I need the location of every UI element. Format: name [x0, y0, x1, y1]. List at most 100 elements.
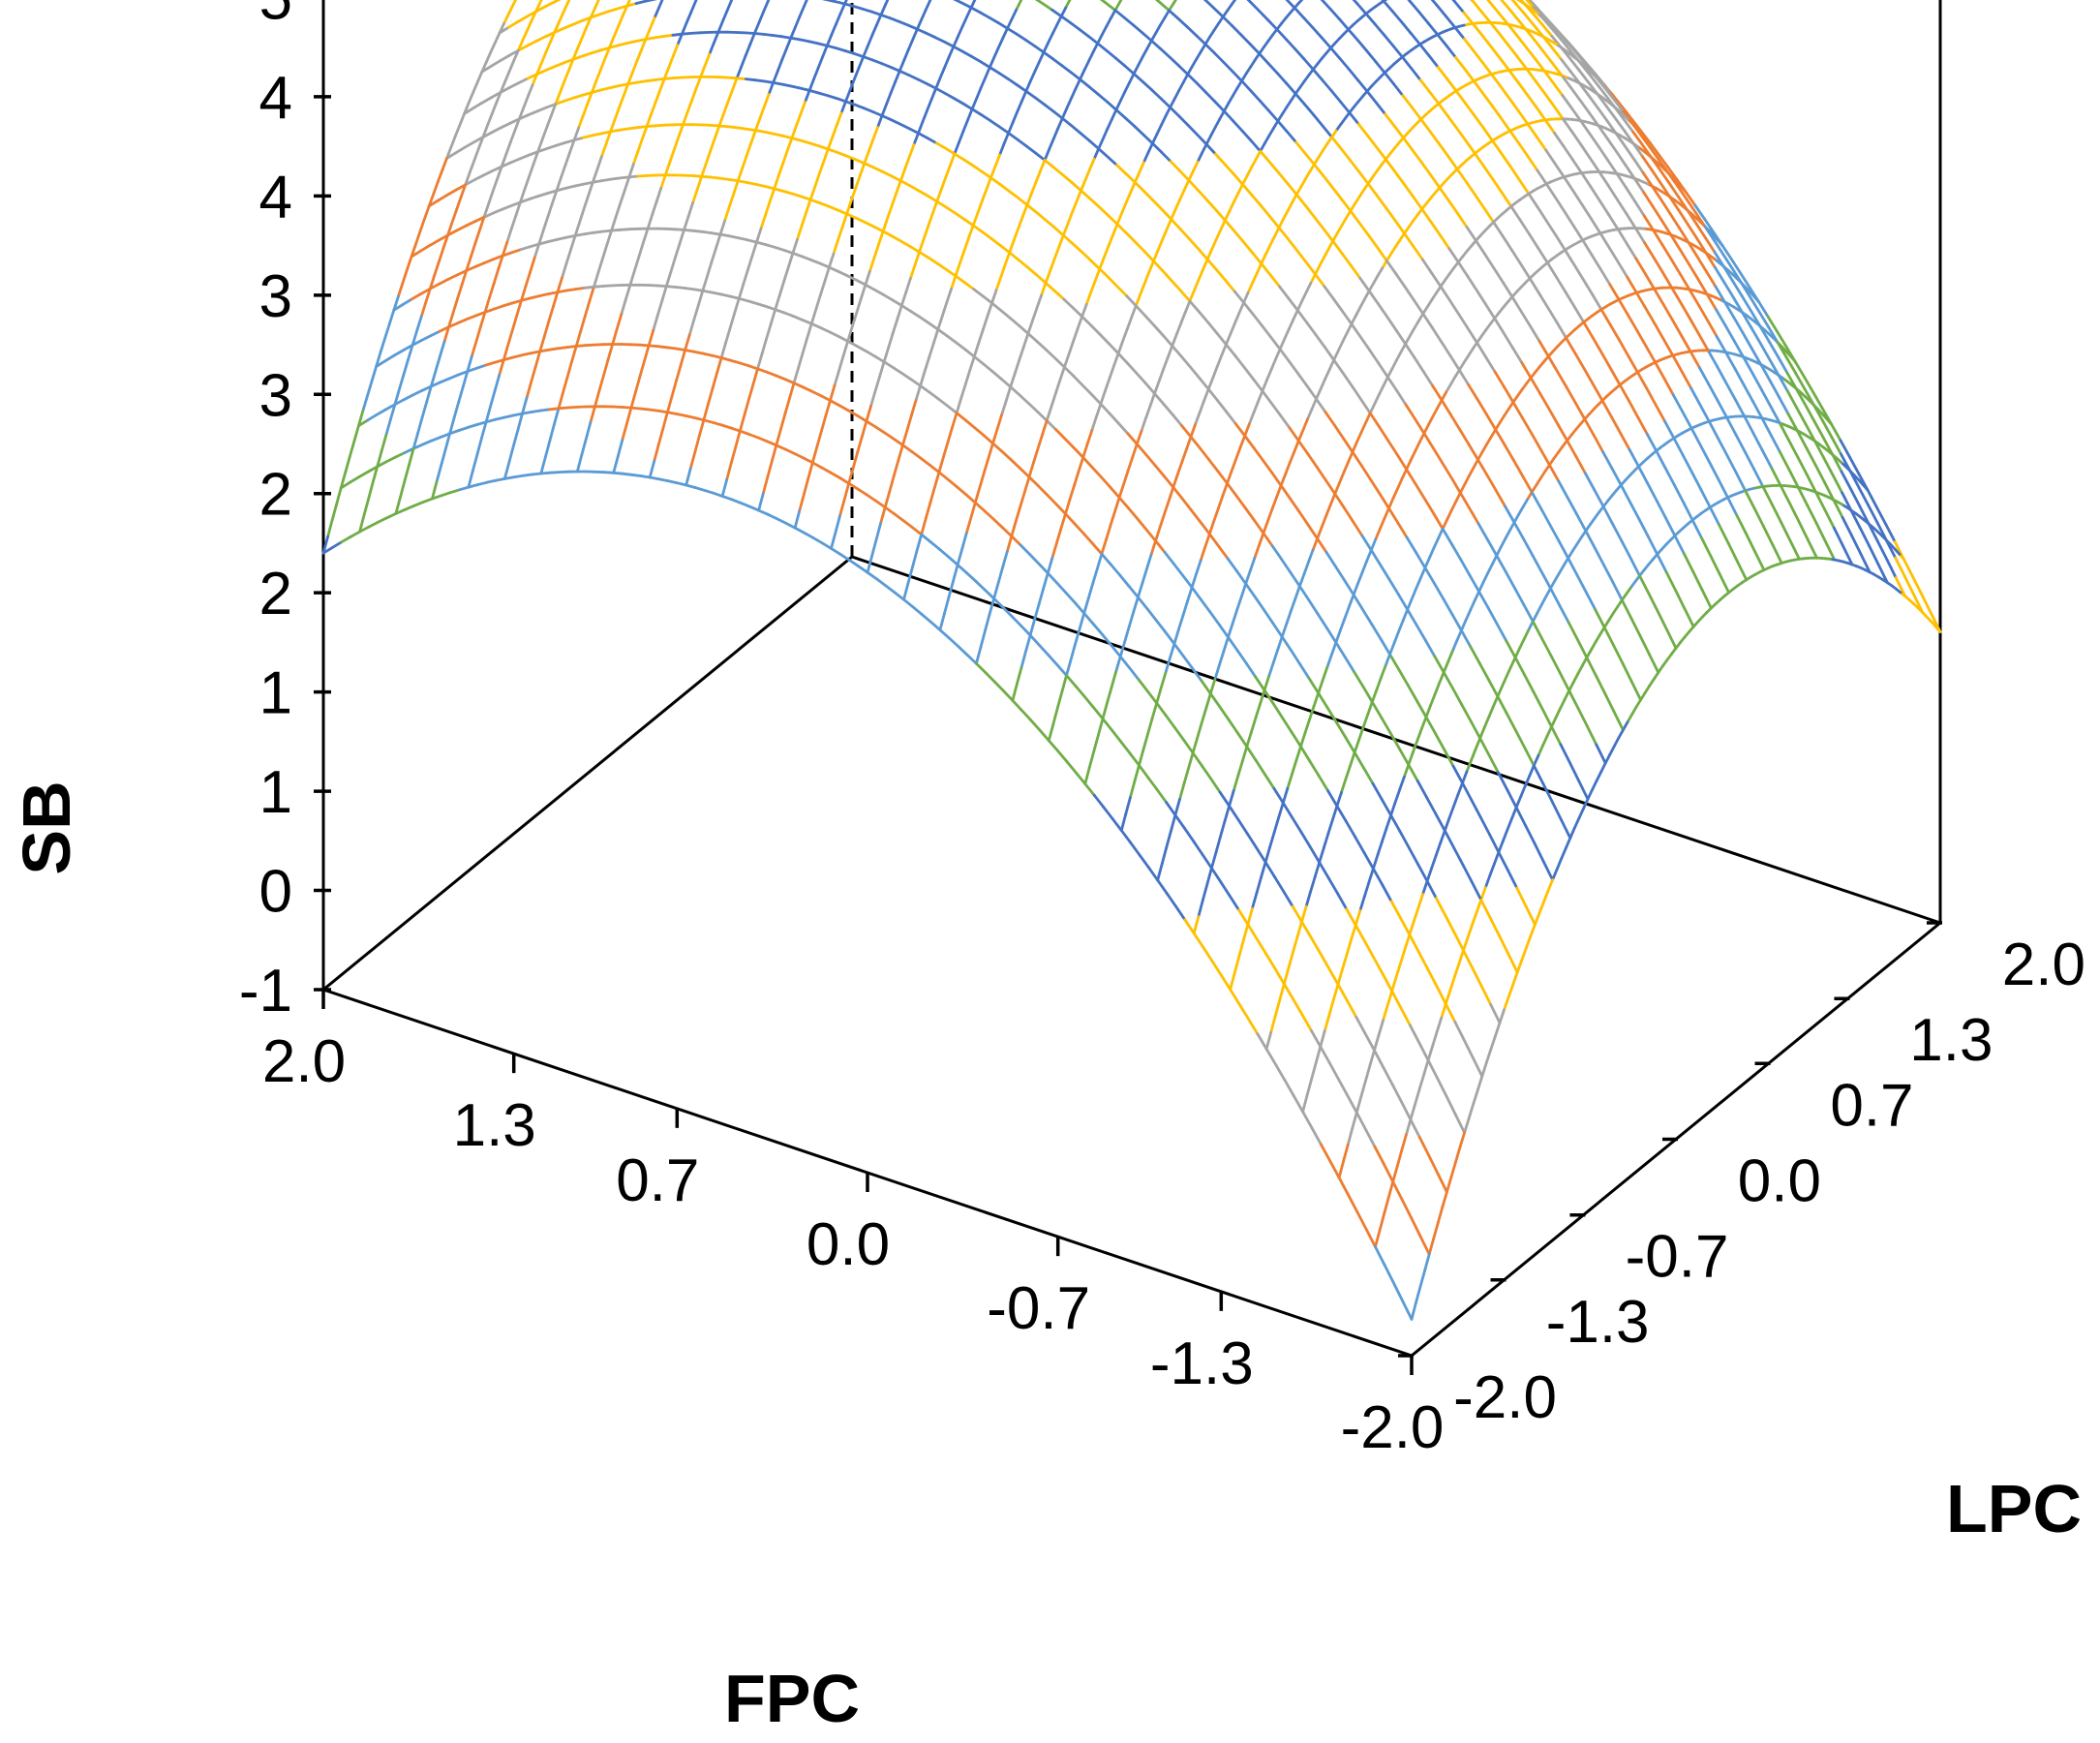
surface-mesh-segment — [749, 129, 757, 144]
surface-mesh-segment — [764, 199, 772, 217]
surface-mesh-segment — [979, 60, 991, 69]
surface-mesh-segment — [737, 236, 749, 242]
surface-mesh-segment — [1498, 56, 1511, 72]
surface-mesh-segment — [727, 192, 736, 209]
surface-mesh-segment — [1568, 57, 1581, 72]
surface-mesh-segment — [839, 100, 847, 115]
surface-mesh-segment — [544, 439, 552, 459]
surface-mesh-segment — [447, 311, 455, 329]
surface-mesh-segment — [870, 58, 883, 65]
surface-mesh-segment — [672, 76, 685, 79]
surface-mesh-segment — [537, 292, 550, 298]
surface-mesh-segment — [1794, 371, 1807, 391]
surface-mesh-segment — [1822, 456, 1835, 477]
surface-mesh-segment — [537, 240, 550, 246]
surface-mesh-segment — [438, 277, 450, 286]
surface-mesh-segment — [1624, 163, 1636, 180]
surface-mesh-segment — [1407, 0, 1413, 4]
surface-mesh-segment — [411, 291, 423, 301]
surface-mesh-segment — [1616, 228, 1628, 246]
surface-mesh-segment — [645, 78, 657, 83]
surface-mesh-segment — [536, 138, 544, 154]
surface-mesh-segment — [1384, 112, 1396, 128]
surface-mesh-segment — [725, 0, 733, 13]
surface-mesh-segment — [1623, 144, 1636, 161]
surface-mesh-segment — [997, 71, 1010, 80]
surface-mesh-segment — [1491, 138, 1504, 156]
surface-mesh-segment — [714, 124, 721, 140]
surface-mesh-segment — [356, 409, 365, 428]
surface-mesh-segment — [1596, 106, 1608, 122]
surface-mesh-segment — [885, 91, 893, 106]
surface-mesh-segment — [745, 77, 757, 82]
surface-mesh-segment — [1479, 10, 1492, 24]
surface-mesh-segment — [483, 296, 491, 314]
surface-mesh-segment — [1418, 78, 1431, 94]
surface-mesh-segment — [1589, 157, 1601, 173]
surface-mesh-segment — [1766, 315, 1779, 333]
surface-mesh-segment — [1222, 60, 1234, 74]
surface-mesh-segment — [1750, 347, 1763, 366]
surface-mesh-segment — [1428, 90, 1441, 106]
surface-mesh-segment — [1518, 178, 1531, 196]
surface-mesh-segment — [521, 411, 533, 415]
surface-mesh-segment — [1543, 92, 1556, 107]
surface-mesh-segment — [844, 88, 852, 104]
surface-mesh-segment — [1649, 155, 1662, 172]
surface-mesh-segment — [916, 17, 924, 31]
surface-mesh-segment — [1464, 138, 1476, 155]
surface-mesh-segment — [540, 126, 549, 141]
surface-mesh-segment — [411, 443, 424, 450]
surface-mesh-segment — [609, 118, 617, 134]
surface-mesh-segment — [790, 137, 803, 142]
surface-mesh-segment — [593, 285, 605, 289]
surface-mesh-segment — [464, 170, 472, 187]
surface-mesh-segment — [1321, 78, 1333, 92]
surface-mesh-segment — [534, 35, 547, 43]
surface-mesh-segment — [548, 407, 561, 412]
surface-mesh-segment — [844, 100, 857, 107]
surface-mesh-segment — [1667, 171, 1680, 188]
surface-mesh-segment — [717, 112, 725, 128]
surface-mesh-segment — [474, 363, 487, 370]
surface-mesh-segment — [527, 83, 534, 98]
surface-mesh-segment — [641, 125, 649, 140]
surface-mesh-segment — [494, 476, 506, 482]
surface-mesh-segment — [491, 177, 499, 194]
surface-mesh-segment — [1831, 474, 1843, 495]
surface-mesh-segment — [1266, 18, 1279, 31]
surface-mesh-segment — [1168, 2, 1175, 13]
surface-mesh-segment — [1560, 58, 1572, 74]
surface-mesh-segment — [664, 285, 678, 289]
surface-mesh-segment — [633, 255, 641, 272]
surface-mesh-segment — [600, 229, 613, 233]
surface-mesh-segment — [773, 187, 785, 193]
surface-mesh-segment — [1713, 238, 1725, 256]
surface-mesh-segment — [480, 65, 493, 74]
surface-mesh-segment — [392, 349, 406, 357]
surface-mesh-segment — [1894, 576, 1906, 597]
surface-mesh-segment — [1514, 2, 1527, 16]
surface-mesh-segment — [497, 254, 504, 271]
surface-mesh-segment — [512, 48, 520, 63]
surface-mesh-segment — [1347, 27, 1359, 42]
surface-mesh-segment — [1651, 184, 1663, 201]
surface-mesh-segment — [722, 100, 730, 115]
surface-mesh-segment — [706, 260, 714, 278]
surface-mesh-segment — [662, 66, 671, 80]
surface-mesh-segment — [384, 455, 397, 464]
surface-mesh-segment — [1677, 208, 1689, 227]
surface-mesh-segment — [654, 123, 667, 128]
surface-mesh-segment — [521, 396, 529, 415]
surface-mesh-segment — [1257, 9, 1269, 21]
surface-mesh-segment — [717, 124, 730, 129]
surface-mesh-segment — [523, 174, 531, 192]
surface-mesh-segment — [465, 264, 477, 272]
surface-mesh-segment — [366, 380, 374, 398]
surface-mesh-segment — [1595, 76, 1607, 90]
surface-mesh-segment — [1749, 295, 1761, 314]
surface-mesh-segment — [771, 34, 783, 39]
surface-mesh-segment — [463, 107, 475, 115]
surface-mesh-segment — [1720, 244, 1733, 261]
surface-mesh-segment — [533, 350, 542, 369]
